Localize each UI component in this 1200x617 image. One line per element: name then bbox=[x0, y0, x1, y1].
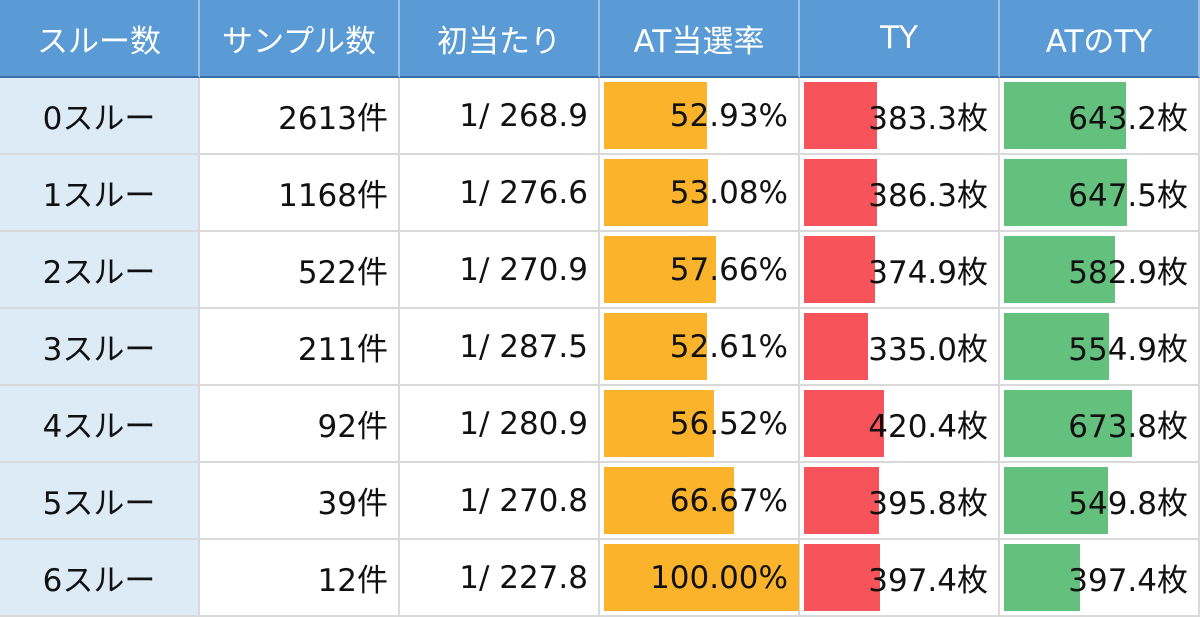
cell: 1/ 287.5 bbox=[400, 309, 600, 386]
cell: 100.00% bbox=[600, 540, 800, 617]
cell-text: 53.08% bbox=[669, 174, 788, 211]
cell: 383.3枚 bbox=[800, 78, 1000, 155]
cell-text: 57.66% bbox=[669, 251, 788, 288]
data-bar bbox=[804, 390, 884, 457]
row-label: 2スルー bbox=[0, 232, 200, 309]
row-label: 3スルー bbox=[0, 309, 200, 386]
data-bar bbox=[804, 544, 880, 611]
cell: 397.4枚 bbox=[1000, 540, 1200, 617]
header-cell: AT当選率 bbox=[600, 0, 800, 78]
cell-text: 56.52% bbox=[669, 405, 788, 442]
cell-text: 420.4枚 bbox=[868, 409, 988, 445]
data-bar bbox=[804, 159, 878, 226]
cell: 335.0枚 bbox=[800, 309, 1000, 386]
cell: 549.8枚 bbox=[1000, 463, 1200, 540]
row-label: 1スルー bbox=[0, 155, 200, 232]
data-bar bbox=[1004, 544, 1080, 611]
cell: 1/ 227.8 bbox=[400, 540, 600, 617]
cell-text: 582.9枚 bbox=[1068, 255, 1188, 291]
cell: 386.3枚 bbox=[800, 155, 1000, 232]
cell: 397.4枚 bbox=[800, 540, 1000, 617]
cell: 420.4枚 bbox=[800, 386, 1000, 463]
data-bar bbox=[1004, 82, 1127, 149]
cell: 643.2枚 bbox=[1000, 78, 1200, 155]
header-cell: スルー数 bbox=[0, 0, 200, 78]
cell-text: 335.0枚 bbox=[868, 332, 988, 368]
cell-text: 52.93% bbox=[669, 97, 788, 134]
cell: 12件 bbox=[200, 540, 400, 617]
cell: 554.9枚 bbox=[1000, 309, 1200, 386]
cell-text: 374.9枚 bbox=[868, 255, 988, 291]
cell-text: 100.00% bbox=[650, 559, 788, 596]
data-bar bbox=[1004, 467, 1109, 534]
cell: 1/ 280.9 bbox=[400, 386, 600, 463]
cell: 374.9枚 bbox=[800, 232, 1000, 309]
data-bar bbox=[604, 544, 799, 611]
cell: 1/ 270.9 bbox=[400, 232, 600, 309]
data-bar bbox=[604, 313, 707, 380]
data-bar bbox=[1004, 313, 1110, 380]
data-bar bbox=[604, 82, 708, 149]
data-bar bbox=[1004, 159, 1128, 226]
cell: 56.52% bbox=[600, 386, 800, 463]
data-bar bbox=[604, 467, 734, 534]
cell: 39件 bbox=[200, 463, 400, 540]
cell-text: 397.4枚 bbox=[1068, 563, 1188, 599]
data-bar bbox=[804, 82, 877, 149]
cell-text: 554.9枚 bbox=[1068, 332, 1188, 368]
cell: 92件 bbox=[200, 386, 400, 463]
data-bar bbox=[604, 159, 708, 226]
cell-text: 549.8枚 bbox=[1068, 486, 1188, 522]
cell-text: 643.2枚 bbox=[1068, 101, 1188, 137]
data-bar bbox=[604, 236, 717, 303]
cell-text: 395.8枚 bbox=[868, 486, 988, 522]
cell: 673.8枚 bbox=[1000, 386, 1200, 463]
data-bar bbox=[804, 236, 876, 303]
data-bar bbox=[1004, 236, 1115, 303]
row-label: 6スルー bbox=[0, 540, 200, 617]
cell-text: 383.3枚 bbox=[868, 101, 988, 137]
row-label: 0スルー bbox=[0, 78, 200, 155]
cell: 52.93% bbox=[600, 78, 800, 155]
data-bar bbox=[804, 313, 868, 380]
header-cell: 初当たり bbox=[400, 0, 600, 78]
cell: 1/ 270.8 bbox=[400, 463, 600, 540]
row-label: 4スルー bbox=[0, 386, 200, 463]
cell: 57.66% bbox=[600, 232, 800, 309]
cell: 1168件 bbox=[200, 155, 400, 232]
cell: 52.61% bbox=[600, 309, 800, 386]
cell: 211件 bbox=[200, 309, 400, 386]
cell-text: 673.8枚 bbox=[1068, 409, 1188, 445]
header-cell: サンプル数 bbox=[200, 0, 400, 78]
cell-text: 66.67% bbox=[669, 482, 788, 519]
cell-text: 386.3枚 bbox=[868, 178, 988, 214]
cell: 66.67% bbox=[600, 463, 800, 540]
data-bar bbox=[804, 467, 880, 534]
header-cell: ATのTY bbox=[1000, 0, 1200, 78]
data-bar bbox=[604, 390, 715, 457]
cell: 1/ 276.6 bbox=[400, 155, 600, 232]
cell: 647.5枚 bbox=[1000, 155, 1200, 232]
cell-text: 52.61% bbox=[669, 328, 788, 365]
cell: 1/ 268.9 bbox=[400, 78, 600, 155]
header-cell: TY bbox=[800, 0, 1000, 78]
cell: 2613件 bbox=[200, 78, 400, 155]
data-bar bbox=[1004, 390, 1133, 457]
cell-text: 647.5枚 bbox=[1068, 178, 1188, 214]
cell: 522件 bbox=[200, 232, 400, 309]
cell: 53.08% bbox=[600, 155, 800, 232]
cell-text: 397.4枚 bbox=[868, 563, 988, 599]
cell: 395.8枚 bbox=[800, 463, 1000, 540]
cell: 582.9枚 bbox=[1000, 232, 1200, 309]
row-label: 5スルー bbox=[0, 463, 200, 540]
